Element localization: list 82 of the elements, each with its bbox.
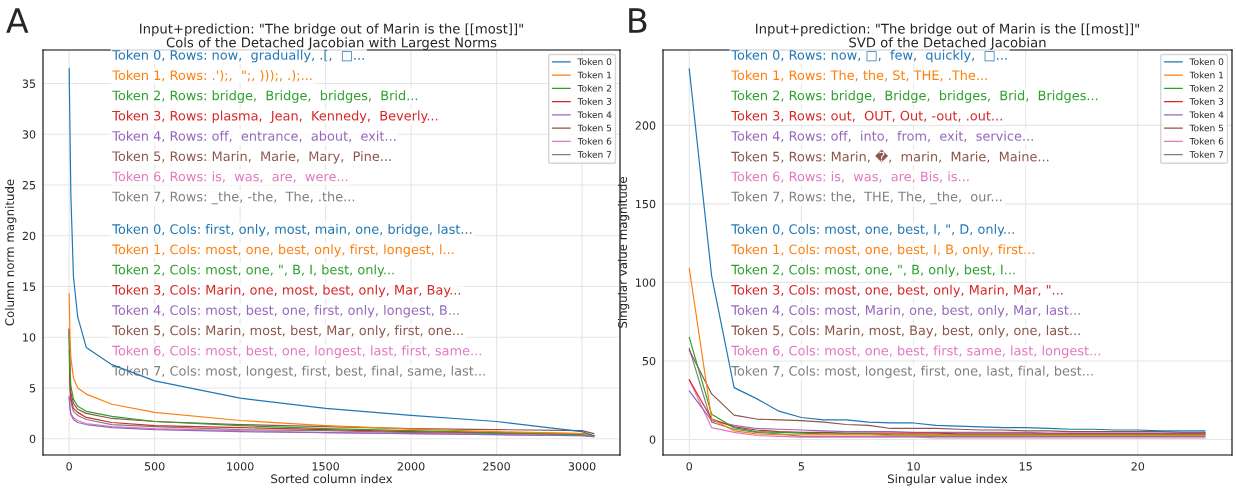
x-tick-label: 1000 [227,462,254,471]
x-tick-label: 15 [1019,462,1032,471]
x-tick-label: 2500 [483,462,510,471]
y-tick-label: 0 [29,434,36,444]
y-axis-title: Column norm magnitude [4,179,17,326]
annotation: Token 5, Rows: Marin, �, marin, Marie, Maine... [731,149,1049,163]
x-tick-label: 1500 [312,462,339,471]
y-tick-label: 150 [636,199,656,209]
x-axis-title: Singular value index [887,474,1008,486]
legend-label: Token 5 [1189,124,1224,132]
x-tick-label: 10 [907,462,920,471]
annotation: Token 5, Cols: Marin, most, Bay, best, only, one, last... [731,325,1080,338]
text: B [629,8,647,33]
annotation: Token 3, Rows: out, OUT, Out, -out, .out... [731,110,1002,122]
legend-label: Token 5 [577,124,612,132]
annotation: Token 1, Rows: The, the, St, THE, .The... [731,70,987,82]
y-tick-label: 5 [29,384,36,393]
annotation: Token 5, Rows: Marin, Marie, Mary, Pine... [112,151,391,164]
legend-label: Token 7 [1189,150,1224,158]
y-tick-label: 20 [22,231,36,241]
legend-label: Token 6 [577,137,612,145]
annotation: Token 6, Cols: most, best, one, longest, last, first, same... [112,345,481,358]
text: A [6,8,29,33]
annotation: Token 0, Rows: now, □, few, quickly, □... [731,49,1007,63]
annotation: Token 1, Cols: most, one, best, only, first, longest, l... [112,244,454,257]
legend-label: Token 6 [1189,137,1224,145]
annotation: Token 4, Cols: most, best, one, first, only, longest, B... [112,304,459,318]
chart-subtitle: Cols of the Detached Jacobian with Largest Norms [166,37,497,50]
legend-label: Token 2 [1189,84,1223,92]
x-tick-label: 20 [1131,462,1145,471]
x-tick-label: 500 [144,462,165,471]
annotation: Token 0, Cols: first, only, most, main, one, bridge, last... [112,223,472,237]
annotation: Token 5, Cols: Marin, most, best, Mar, only, first, one... [112,325,463,338]
annotation: Token 3, Cols: most, one, best, only, Marin, Mar, "... [731,284,1063,298]
legend-label: Token 0 [1189,58,1224,66]
annotation: Token 2, Rows: bridge, Bridge, bridges, Brid... [112,90,418,103]
legend-label: Token 3 [577,97,612,105]
y-tick-label: 35 [22,79,36,88]
legend-label: Token 4 [577,111,612,119]
legend-label: Token 1 [577,71,612,79]
annotation: Token 6, Rows: is, was, are, were... [112,171,348,183]
annotation: Token 3, Cols: Marin, one, most, best, only, Mar, Bay... [112,284,461,298]
legend-label: Token 1 [1189,71,1224,79]
y-tick-label: 10 [23,333,36,342]
annotation: Token 1, Cols: most, one, best, I, B, only, first... [731,244,1034,257]
annotation: Token 1, Rows: .');, ";, )));, .);... [112,70,312,82]
annotation: Token 7, Rows: _the, -the, The, .the... [112,191,355,205]
annotation: Token 2, Rows: bridge, Bridge, bridges, Brid, Bridges... [731,90,1098,103]
y-tick-label: 25 [22,180,36,190]
x-tick-label: 0 [66,462,72,471]
chart-subtitle: SVD of the Detached Jacobian [849,37,1046,50]
y-tick-label: 15 [23,282,36,291]
y-tick-label: 30 [22,130,36,139]
x-tick-label: 3000 [568,462,596,471]
annotation: Token 0, Rows: now, gradually, .[, □... [112,49,364,63]
annotation: Token 4, Rows: off, into, from, exit, service... [731,130,1033,143]
annotation: Token 7, Rows: the, THE, The, _the, our... [731,191,1002,205]
chart-title: Input+prediction: "The bridge out of Marin is the [[most]]" [140,23,523,37]
legend-label: Token 0 [577,58,612,66]
annotation: Token 4, Rows: off, entrance, about, exit... [112,130,396,143]
annotation: Token 7, Cols: most, longest, first, one, last, final, best... [731,365,1093,379]
y-tick-label: 0 [649,435,656,444]
legend-label: Token 7 [577,150,612,158]
legend-label: Token 3 [1189,97,1224,105]
x-tick-label: 0 [686,462,693,471]
legend-label: Token 4 [1189,111,1224,119]
x-tick-label: 5 [798,462,804,471]
y-tick-label: 100 [636,278,656,287]
annotation: Token 3, Rows: plasma, Jean, Kennedy, Beverly... [112,110,438,124]
x-tick-label: 2000 [397,462,425,471]
y-tick-label: 50 [642,356,656,366]
annotation: Token 2, Cols: most, one, ", B, I, best, only... [112,264,394,277]
chart-title: Input+prediction: "The bridge out of Marin is the [[most]]" [756,23,1139,37]
annotation: Token 2, Cols: most, one, ", B, only, best, I... [731,264,1015,277]
y-tick-label: 200 [635,121,656,130]
legend-label: Token 2 [577,84,611,92]
annotation: Token 0, Cols: most, one, best, I, ", D, only... [731,223,1014,237]
annotation: Token 6, Cols: most, one, best, first, same, last, longest... [731,345,1101,358]
annotation: Token 6, Rows: is, was, are, Bis, is... [731,171,969,183]
x-axis-title: Sorted column index [271,474,393,484]
annotation: Token 4, Cols: most, Marin, one, best, only, Mar, last... [731,304,1080,318]
y-axis-title: Singular value magnitude [617,177,630,328]
